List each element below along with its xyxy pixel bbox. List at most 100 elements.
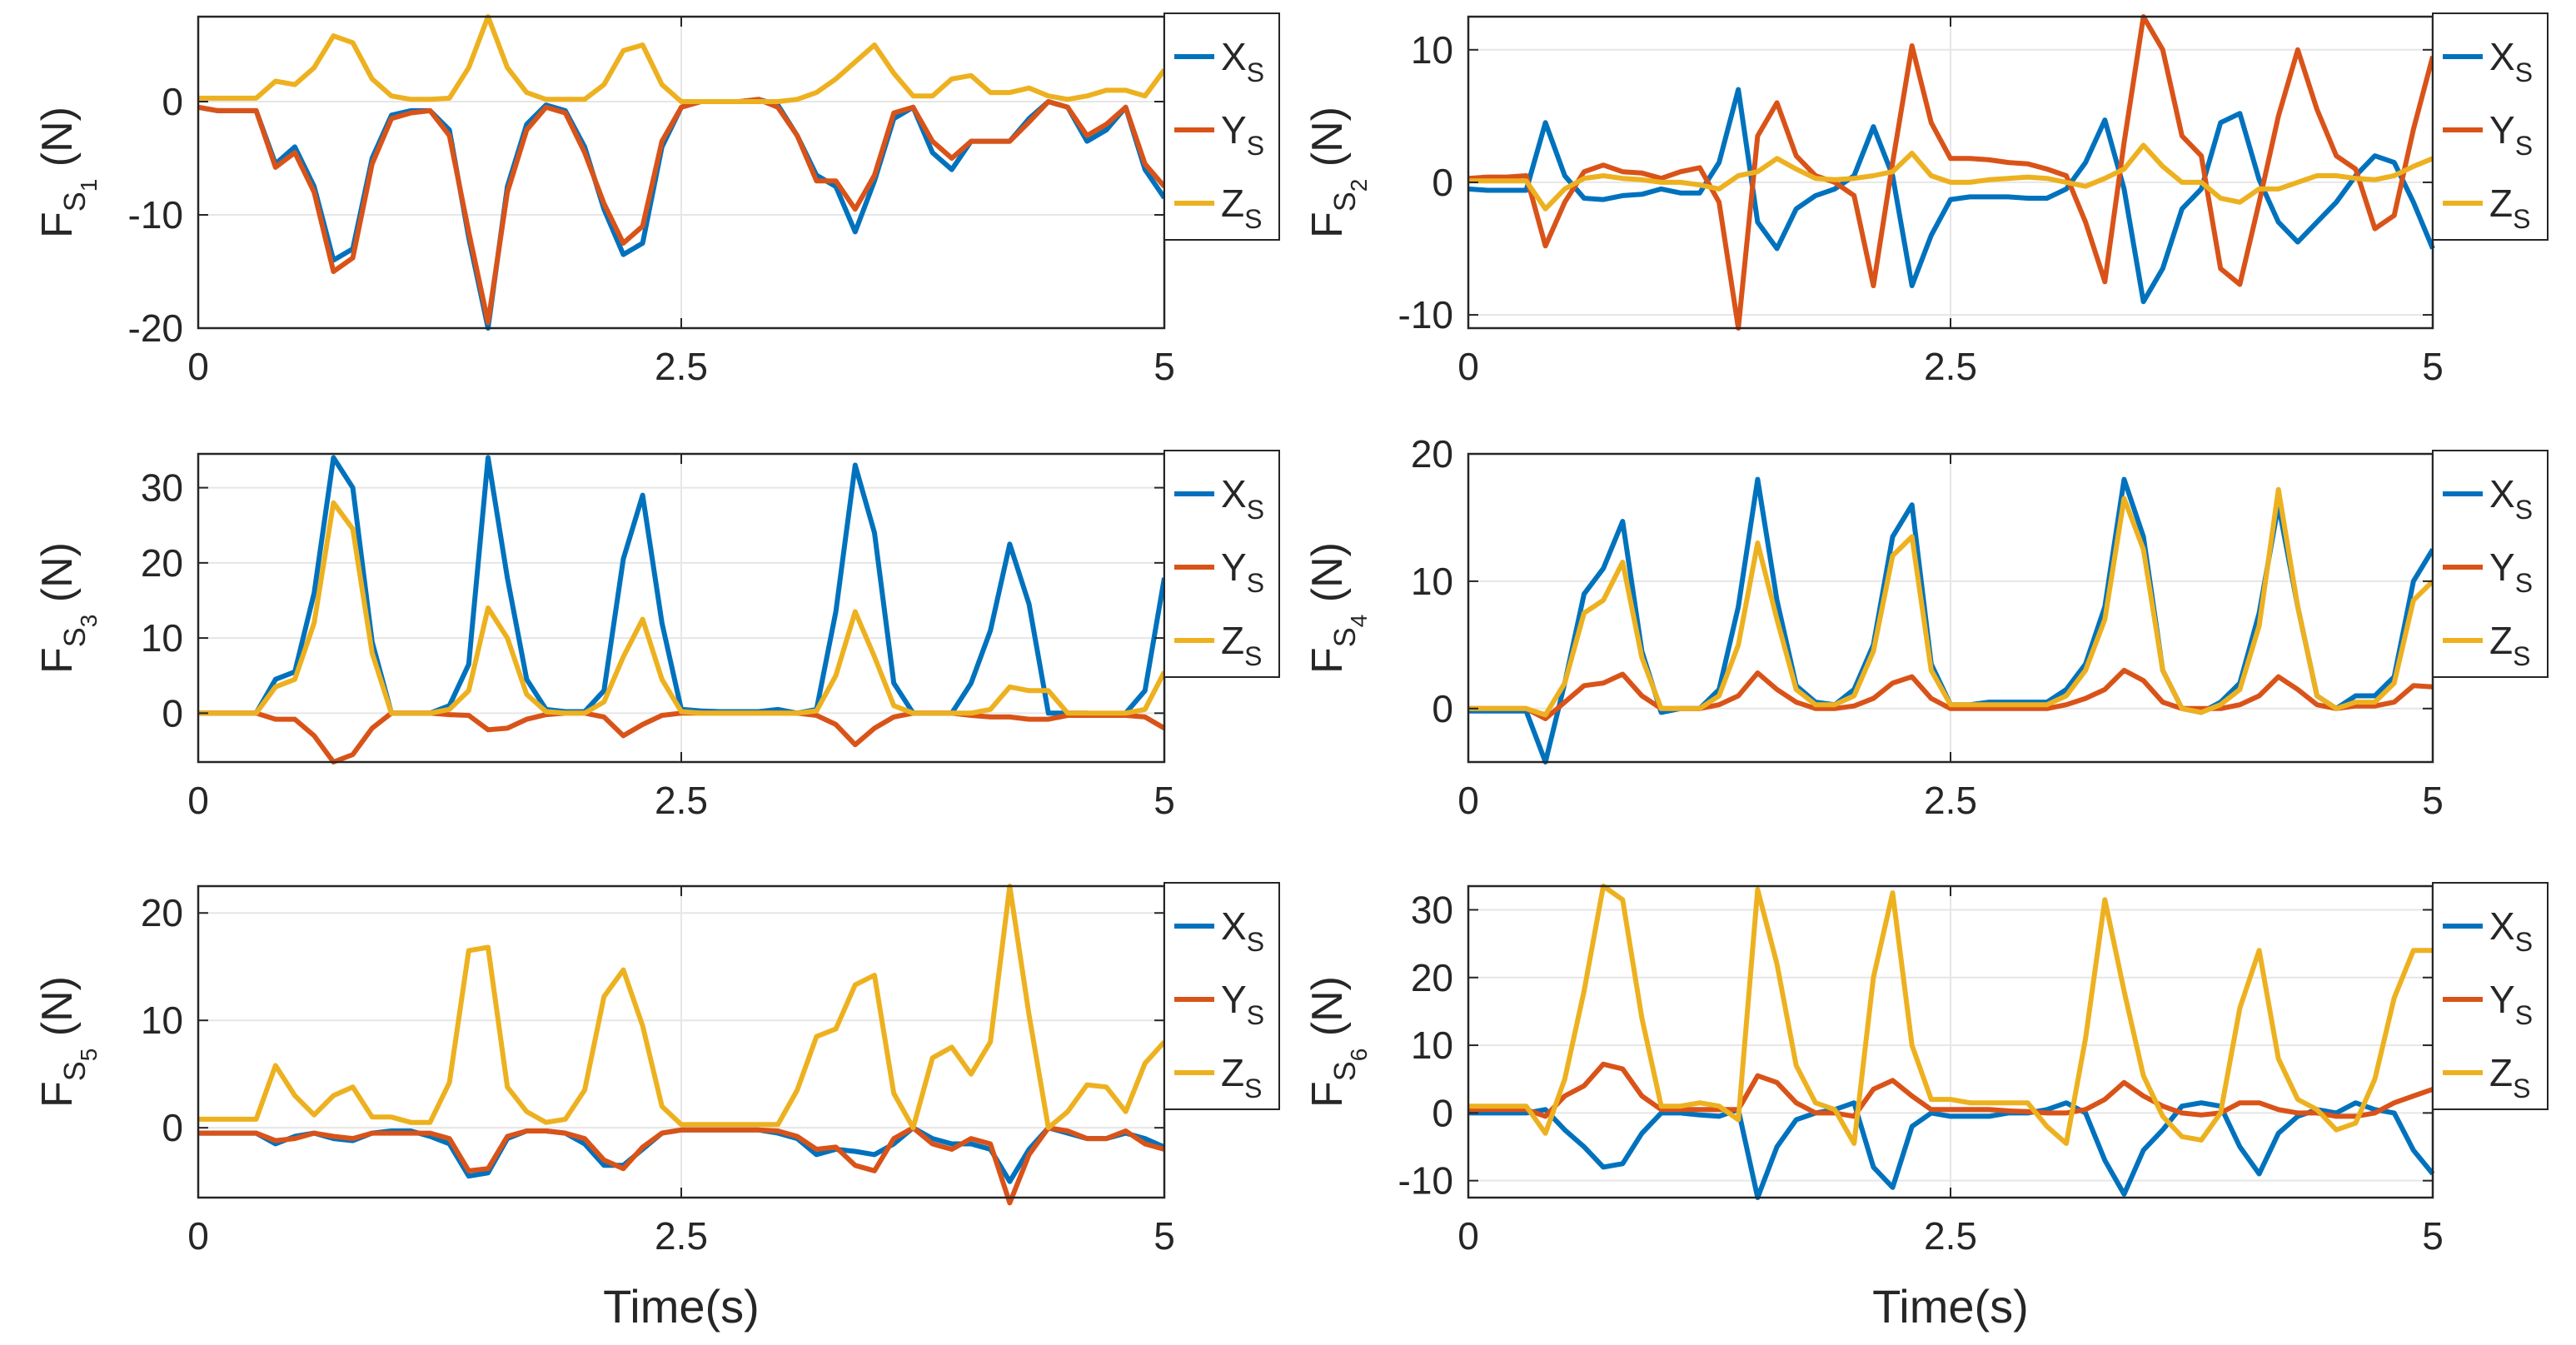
legend-sub: S: [2515, 927, 2533, 957]
series-line-x: [1468, 1100, 2435, 1200]
y-axis-label: FS1 (N): [33, 107, 102, 238]
legend-name: Z: [1221, 619, 1244, 662]
legend-sub: S: [2513, 204, 2530, 234]
x-tick-label: 0: [1457, 779, 1479, 822]
legend-name: X: [2489, 35, 2515, 78]
y-label-unit: (N): [33, 107, 82, 179]
legend-name: Y: [1221, 545, 1247, 589]
y-label-unit: (N): [33, 976, 82, 1049]
y-tick-label: 20: [1411, 956, 1453, 999]
legend-label-y: YS: [2489, 978, 2533, 1030]
y-tick-label: 20: [141, 891, 183, 934]
legend-sub: S: [1247, 1000, 1264, 1030]
legend-label-y: YS: [1221, 978, 1264, 1030]
x-tick-label: 0: [187, 779, 209, 822]
legend-name: Y: [2489, 978, 2515, 1021]
y-tick-label: -10: [1398, 293, 1453, 336]
series-line-x: [1467, 87, 2435, 305]
series-line-y: [1468, 1061, 2434, 1119]
legend-label-y: YS: [1221, 545, 1264, 598]
legend-label-z: ZS: [1221, 619, 1262, 671]
y-axis-label: FS6 (N): [1303, 976, 1372, 1108]
x-tick-label: 5: [1153, 345, 1175, 388]
x-tick-label: 0: [1457, 345, 1479, 388]
y-label-unit: (N): [1303, 976, 1352, 1049]
x-tick-label: 2.5: [655, 345, 708, 388]
legend-sub: S: [2515, 495, 2533, 525]
y-label-sub: S: [1328, 192, 1362, 212]
series-line-y: [1468, 667, 2434, 721]
y-label-symbol: F: [1303, 1081, 1352, 1108]
x-tick-label: 5: [2422, 1214, 2444, 1258]
y-label-symbol: F: [33, 647, 82, 674]
legend-sub: S: [2515, 57, 2533, 87]
legend-sub: S: [2515, 1000, 2533, 1030]
y-tick-label: 0: [162, 691, 183, 735]
y-tick-label: 0: [1432, 1091, 1453, 1134]
y-tick-label: -10: [128, 193, 183, 237]
y-label-sub: S: [57, 1061, 92, 1081]
y-label-unit: (N): [33, 542, 82, 615]
y-label-unit: (N): [1303, 542, 1352, 615]
x-tick-label: 5: [1153, 1214, 1175, 1258]
y-label-sub: S: [1328, 627, 1362, 647]
legend-name: Z: [2489, 619, 2513, 662]
y-label-symbol: F: [33, 212, 82, 238]
legend-name: Z: [1221, 182, 1244, 225]
x-axis-label: Time(s): [603, 1280, 760, 1333]
legend-name: X: [1221, 472, 1247, 516]
y-label-index: 3: [76, 615, 102, 628]
x-tick-label: 5: [2422, 345, 2444, 388]
y-axis-label: FS5 (N): [33, 976, 102, 1108]
x-axis-label: Time(s): [1872, 1280, 2029, 1333]
legend-sub: S: [1244, 1074, 1262, 1103]
y-label-sub: S: [57, 192, 92, 212]
y-tick-label: 10: [141, 616, 183, 660]
legend-label-x: XS: [1221, 472, 1264, 525]
y-tick-label: 30: [141, 466, 183, 510]
legend-label-z: ZS: [2489, 182, 2530, 234]
series-line-z: [198, 500, 1167, 716]
legend-label-x: XS: [2489, 472, 2533, 525]
x-tick-label: 0: [187, 345, 209, 388]
x-tick-label: 2.5: [655, 1214, 708, 1258]
legend-sub: S: [2513, 641, 2530, 671]
legend-name: X: [2489, 904, 2515, 948]
y-tick-label: 0: [162, 80, 183, 123]
legend-sub: S: [1247, 131, 1264, 161]
y-label-symbol: F: [33, 1081, 82, 1108]
y-tick-label: 30: [1411, 888, 1453, 931]
legend-sub: S: [1244, 641, 1262, 671]
legend-name: Z: [2489, 1051, 2513, 1094]
legend-sub: S: [1244, 204, 1262, 234]
series-line-z: [1468, 142, 2434, 212]
y-tick-label: 10: [1411, 1024, 1453, 1067]
series-line-z: [1468, 486, 2435, 718]
x-tick-label: 2.5: [1924, 345, 1977, 388]
y-tick-label: -20: [128, 306, 183, 350]
y-tick-label: 0: [1432, 161, 1453, 204]
series-line-z: [198, 884, 1167, 1131]
legend-name: Y: [1221, 978, 1247, 1021]
y-label-index: 5: [76, 1049, 102, 1062]
y-tick-label: 20: [1411, 432, 1453, 476]
legend-sub: S: [1247, 568, 1264, 598]
y-label-index: 1: [76, 179, 102, 192]
legend-label-x: XS: [2489, 904, 2533, 957]
legend-sub: S: [1247, 927, 1264, 957]
x-tick-label: 0: [187, 1214, 209, 1258]
y-label-index: 6: [1346, 1049, 1372, 1062]
y-label-symbol: F: [1303, 647, 1352, 674]
y-label-symbol: F: [1303, 212, 1352, 238]
legend-label-z: ZS: [2489, 1051, 2530, 1103]
legend-label-x: XS: [1221, 35, 1264, 87]
